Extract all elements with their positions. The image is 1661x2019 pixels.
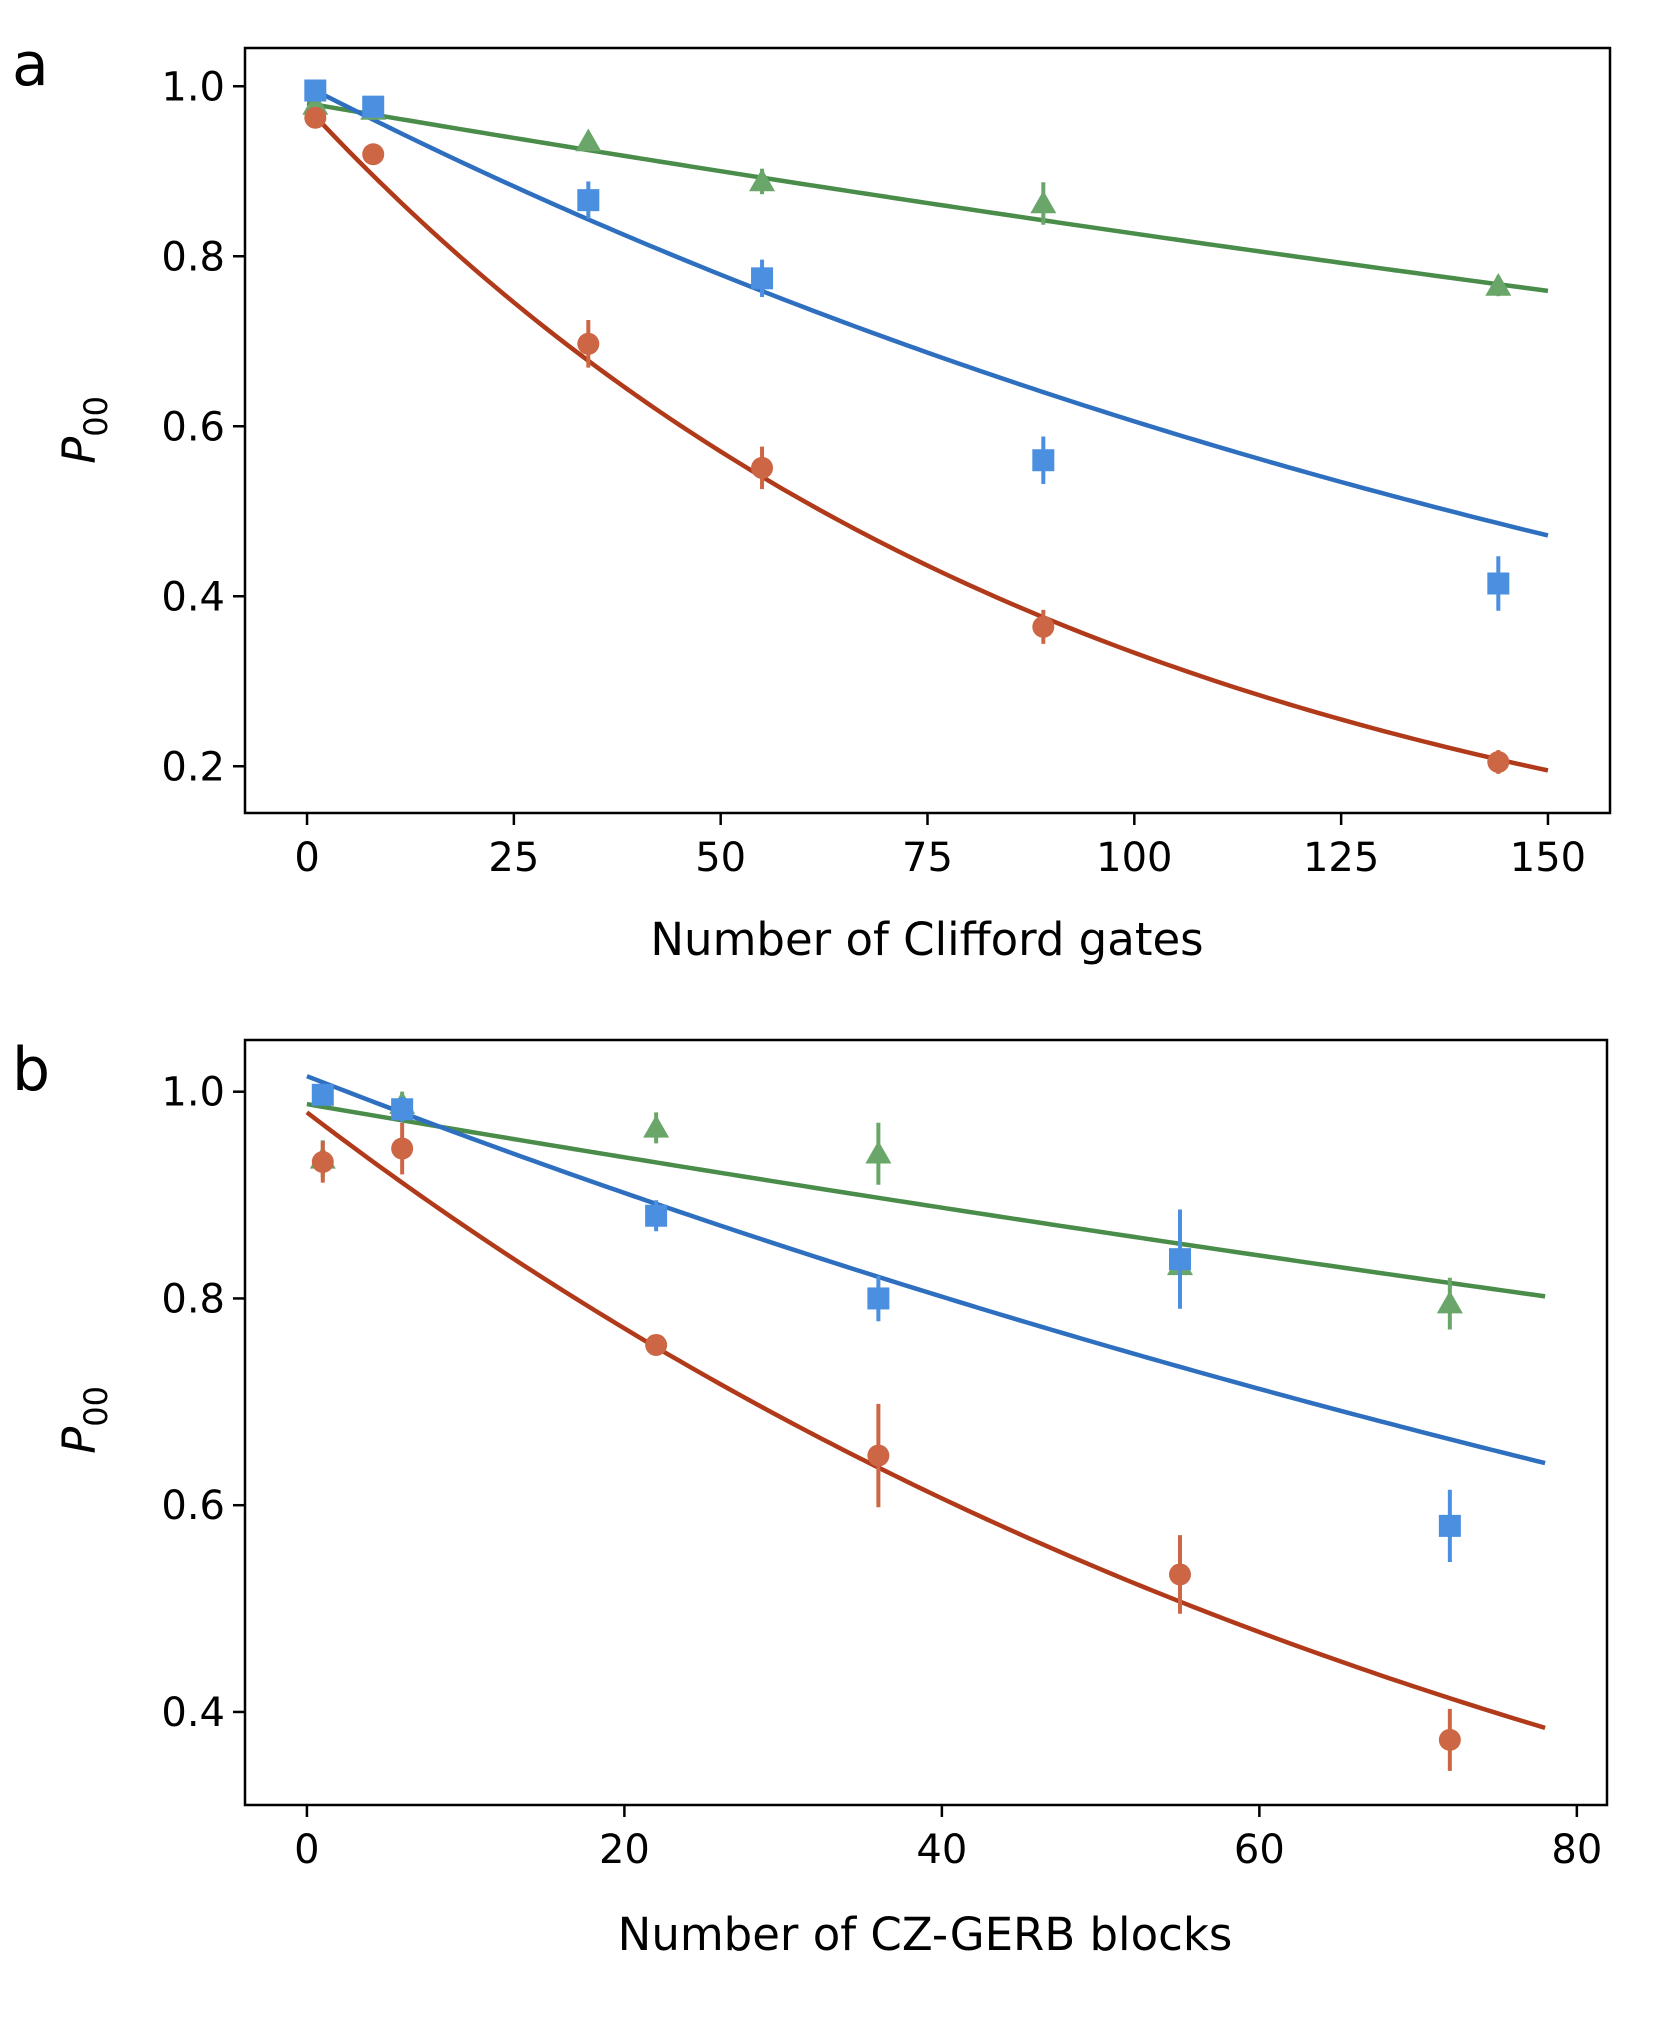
panel-a-blue-squares-fit-line — [306, 84, 1549, 538]
panel-b-x-tick-label: 0 — [294, 1827, 319, 1873]
panel-a-y-tick-label: 0.8 — [161, 234, 225, 280]
panel-b-red-circles-point — [1168, 1563, 1191, 1586]
panel-b-green-triangles-point — [643, 1114, 670, 1138]
panel-a-red-circles-point — [751, 456, 774, 479]
panel-a-x-tick-label: 100 — [1096, 835, 1172, 881]
panel-b-green-triangles-fit-line — [306, 1101, 1546, 1299]
panel-b-y-axis-label-main: P — [53, 1426, 106, 1454]
panel-a-blue-squares-point — [1487, 572, 1510, 595]
panel-a-x-tick-label: 125 — [1303, 835, 1379, 881]
panel-a-x-axis-label: Number of Clifford gates — [650, 913, 1203, 966]
panel-a-y-tick-label: 0.6 — [161, 404, 225, 450]
panel-a-red-circles-point — [362, 143, 385, 166]
panel-a-blue-squares-point — [751, 267, 774, 290]
panel-b-red-circles-point — [391, 1137, 414, 1160]
svg-text:P00: P00 — [53, 396, 115, 464]
panel-b-blue-squares-point — [1438, 1514, 1461, 1537]
panel-b: b 0 20 40 60 80 0.4 0.6 0.8 1.0 Number of CZ-GE… — [12, 1035, 1609, 1961]
panel-a-red-circles-fit-line — [305, 105, 1549, 773]
panel-b-plot-frame — [243, 1038, 1609, 1807]
panel-b-y-tick-label: 0.4 — [161, 1690, 225, 1736]
panel-b-blue-squares-point — [311, 1083, 334, 1106]
panel-a-x-tick-label: 150 — [1510, 835, 1586, 881]
panel-a-red-circles-point — [304, 106, 327, 129]
panel-a-x-tick-label: 50 — [695, 835, 746, 881]
panel-b-y-tick-label: 1.0 — [161, 1070, 225, 1116]
panel-b-data-points — [309, 1083, 1463, 1771]
panel-a: a 0 25 50 75 100 125 150 0.2 0.4 0.6 0.8 1.0 Numbe… — [12, 30, 1612, 966]
panel-b-x-tick-label: 80 — [1551, 1827, 1602, 1873]
panel-b-y-axis-label-sub: 00 — [77, 1386, 115, 1427]
svg-text:P00: P00 — [53, 1386, 115, 1454]
panel-a-green-triangles-point — [575, 128, 602, 152]
panel-a-y-ticks: 0.2 0.4 0.6 0.8 1.0 — [161, 64, 245, 790]
panel-a-blue-squares-point — [1032, 449, 1055, 472]
panel-b-letter: b — [12, 1035, 50, 1105]
panel-b-red-circles-point — [311, 1150, 334, 1173]
panel-b-y-tick-label: 0.6 — [161, 1483, 225, 1529]
panel-a-green-triangles-fit-line — [306, 101, 1549, 294]
panel-a-blue-squares-point — [577, 189, 600, 212]
panel-b-red-circles-point — [1438, 1728, 1461, 1751]
panel-a-blue-squares-point — [304, 79, 327, 102]
panel-a-x-tick-label: 0 — [294, 835, 319, 881]
panel-a-y-tick-label: 0.4 — [161, 574, 225, 620]
panel-b-fit-lines — [305, 1074, 1546, 1731]
panel-b-blue-squares-point — [391, 1098, 414, 1121]
panel-a-y-tick-label: 0.2 — [161, 744, 225, 790]
panel-a-y-axis-label-sub: 00 — [77, 396, 115, 437]
panel-a-y-axis-label: P00 — [53, 396, 115, 464]
panel-b-y-ticks: 0.4 0.6 0.8 1.0 — [161, 1070, 245, 1736]
panel-a-plot-frame — [243, 46, 1612, 815]
panel-b-green-triangles-point — [865, 1140, 892, 1164]
panel-a-red-circles-point — [577, 332, 600, 355]
panel-a-red-circles-point — [1032, 615, 1055, 638]
panel-b-red-circles-point — [645, 1333, 668, 1356]
panel-a-data-points — [302, 79, 1512, 774]
panel-a-green-triangles-point — [1030, 190, 1057, 214]
panel-b-blue-squares-fit-line — [306, 1074, 1546, 1466]
panel-b-red-circles-point — [867, 1444, 890, 1467]
panel-a-x-ticks: 0 25 50 75 100 125 150 — [294, 813, 1586, 881]
panel-b-blue-squares-point — [645, 1204, 668, 1227]
panel-b-x-tick-label: 20 — [599, 1827, 650, 1873]
panel-b-x-ticks: 0 20 40 60 80 — [294, 1805, 1602, 1873]
panel-b-x-tick-label: 60 — [1234, 1827, 1285, 1873]
panel-b-y-axis-label: P00 — [53, 1386, 115, 1454]
panel-b-green-triangles-point — [1436, 1290, 1463, 1314]
panel-a-fit-lines — [305, 84, 1549, 773]
panel-a-x-tick-label: 25 — [488, 835, 539, 881]
panel-b-y-tick-label: 0.8 — [161, 1276, 225, 1322]
panel-a-blue-squares-point — [362, 95, 385, 118]
panel-b-x-tick-label: 40 — [916, 1827, 967, 1873]
panel-a-letter: a — [12, 30, 49, 100]
panel-a-x-tick-label: 75 — [902, 835, 953, 881]
panel-b-x-axis-label: Number of CZ-GERB blocks — [618, 1908, 1233, 1961]
panel-a-green-triangles-point — [749, 168, 776, 192]
panel-b-blue-squares-point — [867, 1287, 890, 1310]
panel-a-green-triangles-point — [1485, 273, 1512, 296]
panel-a-red-circles-point — [1487, 751, 1510, 773]
panel-b-red-circles-fit-line — [305, 1110, 1546, 1731]
panel-a-y-axis-label-main: P — [53, 436, 106, 464]
panel-b-blue-squares-point — [1168, 1248, 1191, 1271]
panel-a-y-tick-label: 1.0 — [161, 64, 225, 110]
